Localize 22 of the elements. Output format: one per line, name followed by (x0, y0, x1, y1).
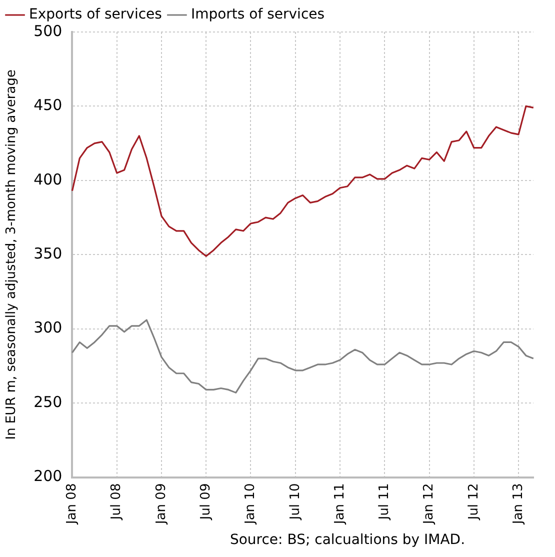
x-tick-label: Jan 10 (243, 483, 258, 526)
x-tick-label: Jan 12 (422, 483, 437, 526)
x-tick-label: Jan 13 (510, 483, 526, 526)
legend-label: Imports of services (190, 6, 325, 23)
legend-label: Exports of services (29, 6, 162, 23)
x-tick-label: Jul 12 (466, 483, 482, 521)
x-tick-label: Jul 09 (198, 483, 214, 521)
x-tick-label: Jan 11 (332, 483, 348, 526)
y-axis-title: In EUR m, seasonally adjusted, 3-month moving average (4, 70, 20, 440)
x-tick-label: Jul 10 (288, 483, 303, 521)
source-note: Source: BS; calcualtions by IMAD. (228, 532, 466, 548)
x-tick-label: Jan 08 (64, 483, 80, 526)
y-tick-label: 500 (34, 22, 62, 40)
y-tick-label: 200 (34, 467, 62, 486)
y-tick-label: 400 (34, 170, 62, 188)
x-tick-label: Jul 11 (377, 483, 392, 521)
x-tick-label: Jul 08 (109, 483, 124, 521)
y-tick-label: 450 (34, 96, 62, 114)
x-tick-label: Jan 09 (154, 483, 169, 526)
y-tick-label: 300 (34, 318, 62, 337)
y-tick-label: 350 (34, 244, 62, 263)
y-tick-label: 250 (34, 392, 62, 411)
